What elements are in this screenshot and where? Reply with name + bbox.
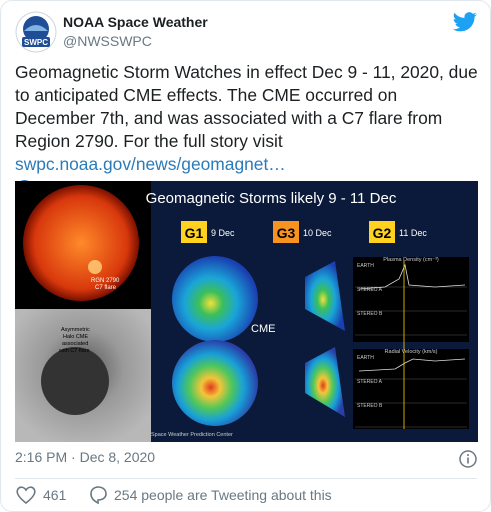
storm-date: 11 Dec — [399, 228, 427, 238]
twitter-logo[interactable] — [453, 12, 477, 32]
storm-badge — [273, 221, 299, 243]
storm-level: G2 — [373, 225, 392, 241]
sun-label: RGN 2790 — [91, 278, 120, 284]
storm-level: G3 — [277, 225, 296, 241]
storm-date: 9 Dec — [211, 228, 235, 238]
divider — [15, 478, 477, 479]
author-name[interactable]: NOAA Space Weather — [63, 14, 208, 30]
probe-label: EARTH — [357, 355, 374, 361]
storm-badge — [369, 221, 395, 243]
halo-label: Halo CME — [63, 334, 88, 340]
reply-icon[interactable] — [87, 485, 109, 505]
probe-label: EARTH — [357, 263, 374, 269]
halo-label: Asymmetric — [61, 327, 90, 333]
image-credit: Space Weather Prediction Center — [151, 432, 233, 438]
tweet-image[interactable]: RGN 2790 C7 flare Asymmetric Halo CME as… — [15, 181, 478, 442]
halo-label: associated — [62, 341, 88, 347]
avatar-label: SWPC — [24, 38, 48, 47]
probe-label: STEREO A — [357, 379, 383, 385]
probe-label: STEREO A — [357, 287, 383, 293]
halo-label: with C7 flare — [58, 348, 90, 354]
panel-title: Radial Velocity (km/s) — [385, 349, 438, 355]
like-icon[interactable] — [15, 485, 37, 505]
conversation-link[interactable]: 254 people are Tweeting about this — [114, 487, 332, 503]
timestamp[interactable]: 2:16 PM · Dec 8, 2020 — [15, 449, 156, 465]
info-icon[interactable] — [459, 450, 477, 468]
probe-label: STEREO B — [357, 403, 383, 409]
image-title: Geomagnetic Storms likely 9 - 11 Dec — [146, 190, 397, 207]
tweet-link[interactable]: swpc.noaa.gov/news/geomagnet… — [15, 154, 286, 174]
storm-date: 10 Dec — [303, 228, 332, 238]
avatar[interactable]: SWPC — [15, 11, 57, 53]
sun-label: C7 flare — [95, 285, 117, 291]
panel-title: Plasma Density (cm⁻³) — [383, 257, 439, 263]
storm-level: G1 — [185, 225, 204, 241]
storm-badge — [181, 221, 207, 243]
like-count[interactable]: 461 — [43, 487, 67, 503]
probe-label: STEREO B — [357, 311, 383, 317]
tweet-text: Geomagnetic Storm Watches in effect Dec … — [15, 61, 481, 199]
tweet-body: Geomagnetic Storm Watches in effect Dec … — [15, 62, 478, 151]
cme-label: CME — [251, 323, 275, 335]
author-handle[interactable]: @NWSSWPC — [63, 33, 152, 49]
